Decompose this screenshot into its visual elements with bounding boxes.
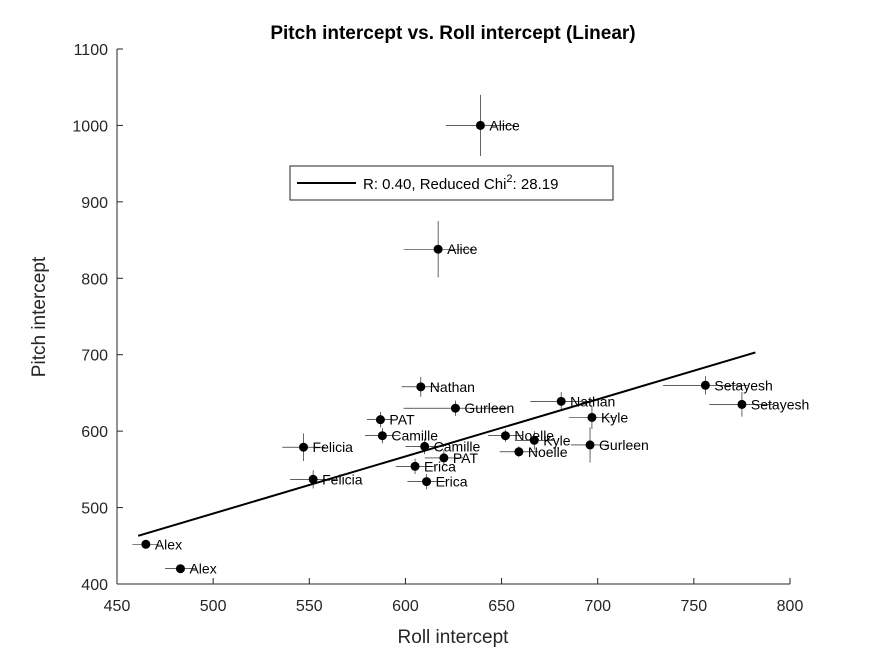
point-marker [420,441,430,451]
point-marker [175,564,185,574]
point-marker [439,453,449,463]
data-point: Felicia [290,470,363,489]
chart-title: Pitch intercept vs. Roll intercept (Line… [270,23,635,44]
y-tick-label: 400 [81,577,108,594]
x-tick-label: 650 [488,598,515,615]
point-label: Felicia [322,471,363,487]
data-point: Nathan [530,392,615,411]
point-marker [585,440,595,450]
legend-superscript: 2 [506,173,512,185]
point-marker [737,399,747,409]
fit-line [137,351,756,537]
point-label: Noelle [514,428,554,444]
point-label: Kyle [601,409,628,425]
legend: R: 0.40, Reduced Chi2: 28.19 [289,165,614,201]
y-tick-label: 500 [81,501,108,518]
point-label: Setayesh [714,377,772,393]
x-tick-label: 600 [392,598,419,615]
data-point: Alice [445,94,520,156]
point-marker [141,539,151,549]
y-axis-label: Pitch intercept [29,256,50,377]
data-point: Camille [405,438,481,454]
x-tick-label: 700 [584,598,611,615]
point-marker [529,435,539,445]
data-point: PAT [366,412,415,428]
point-marker [433,244,443,254]
data-point: Alex [165,561,217,577]
data-point: Setayesh [663,376,773,395]
point-label: Erica [436,474,468,490]
x-axis-label: Roll intercept [398,627,510,648]
y-tick-label: 900 [81,195,108,212]
point-label: Nathan [570,393,615,409]
point-label: Felicia [313,439,354,455]
data-point: Erica [395,458,456,474]
x-tick-label: 500 [200,598,227,615]
point-marker [416,382,426,392]
point-marker [587,412,597,422]
x-tick-label: 800 [777,598,804,615]
y-tick-label: 600 [81,424,108,441]
data-point: Kyle [515,431,571,450]
point-label: Alice [447,241,478,257]
point-label: Camille [391,428,438,444]
data-point: Gurleen [403,400,514,416]
legend-text: R: 0.40, Reduced Chi [363,176,506,193]
point-marker [410,461,420,471]
fit-line-group [137,351,756,537]
point-label: Camille [434,438,481,454]
x-tick-label: 550 [296,598,323,615]
point-marker [556,396,566,406]
point-label: Gurleen [599,437,649,453]
data-point: PAT [424,450,479,466]
axes: 450 500 550 600 650 700 750 800 400 500 600 700 800 9… [72,42,803,615]
point-label: Alex [189,561,216,577]
point-marker [375,415,385,425]
x-tick-label: 750 [681,598,708,615]
y-tick-label: 1000 [72,118,108,135]
point-marker [500,431,510,441]
data-point: Noelle [499,444,568,460]
point-label: PAT [453,450,479,466]
y-tick-label: 700 [81,348,108,365]
data-point: Gurleen [570,427,649,463]
y-tick-label: 1100 [74,42,109,59]
point-marker [422,477,432,487]
point-label: Gurleen [464,400,514,416]
x-tick-label: 450 [104,598,131,615]
point-marker [475,120,485,130]
data-point: Kyle [568,405,628,429]
point-marker [308,474,318,484]
data-point: Felicia [282,433,353,461]
point-label: Setayesh [751,396,809,412]
data-point: Setayesh [709,392,809,417]
point-label: Alice [489,117,520,133]
data-point: Erica [407,474,468,490]
point-label: Kyle [543,432,570,448]
point-label: Noelle [528,444,568,460]
data-point: Alice [403,220,478,278]
legend-label: R: 0.40, Reduced Chi2: 28.19 [363,173,558,193]
point-marker [700,380,710,390]
data-point: Alex [132,536,182,552]
y-tick-label: 800 [81,271,108,288]
legend-value: : 28.19 [513,176,559,193]
point-label: Alex [155,536,182,552]
data-point: Nathan [401,376,475,397]
point-label: PAT [389,412,415,428]
point-label: Erica [424,458,456,474]
point-marker [377,431,387,441]
data-point: Camille [365,428,438,444]
point-marker [450,403,460,413]
point-marker [299,442,309,452]
data-points: Alice Alice Setayesh Setayesh Nathan Nathan Gu… [132,94,809,577]
point-label: Nathan [430,379,475,395]
point-marker [514,447,524,457]
data-point: Noelle [488,428,554,444]
